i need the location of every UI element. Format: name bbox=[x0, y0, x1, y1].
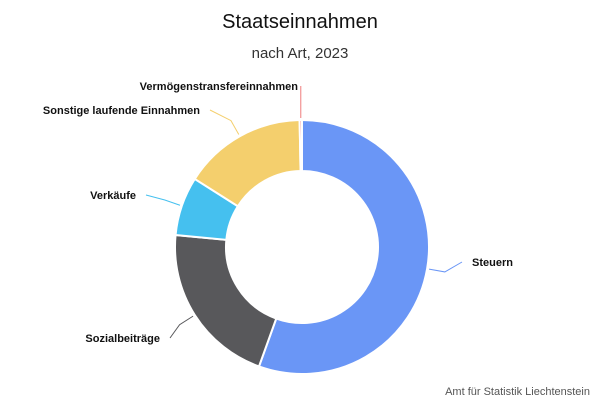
chart-credit: Amt für Statistik Liechtenstein bbox=[445, 386, 590, 398]
chart-subtitle: nach Art, 2023 bbox=[252, 45, 349, 62]
label-sozialbeitrage: Sozialbeiträge bbox=[85, 333, 160, 345]
connector-sozialbeitrage bbox=[169, 315, 194, 339]
slice-steuern[interactable] bbox=[257, 118, 430, 375]
label-verkaufe: Verkäufe bbox=[90, 190, 136, 202]
labels-group: Steuern Sozialbeiträge Verkäufe Sonstige la… bbox=[43, 81, 513, 345]
label-vermogenstransfereinnahmen: Vermögenstransfereinnahmen bbox=[140, 81, 299, 93]
chart-title: Staatseinnahmen bbox=[222, 11, 378, 33]
slices-group bbox=[174, 118, 430, 375]
connector-sonstige-laufende-einnahmen bbox=[209, 109, 240, 135]
label-sonstige-laufende-einnahmen: Sonstige laufende Einnahmen bbox=[43, 105, 200, 117]
slice-vermogenstransfereinnahmen[interactable] bbox=[298, 118, 303, 173]
label-steuern: Steuern bbox=[472, 257, 513, 269]
connector-steuern bbox=[428, 261, 463, 273]
slice-sozialbeitrage[interactable] bbox=[174, 233, 278, 368]
connector-verkaufe bbox=[145, 194, 181, 206]
